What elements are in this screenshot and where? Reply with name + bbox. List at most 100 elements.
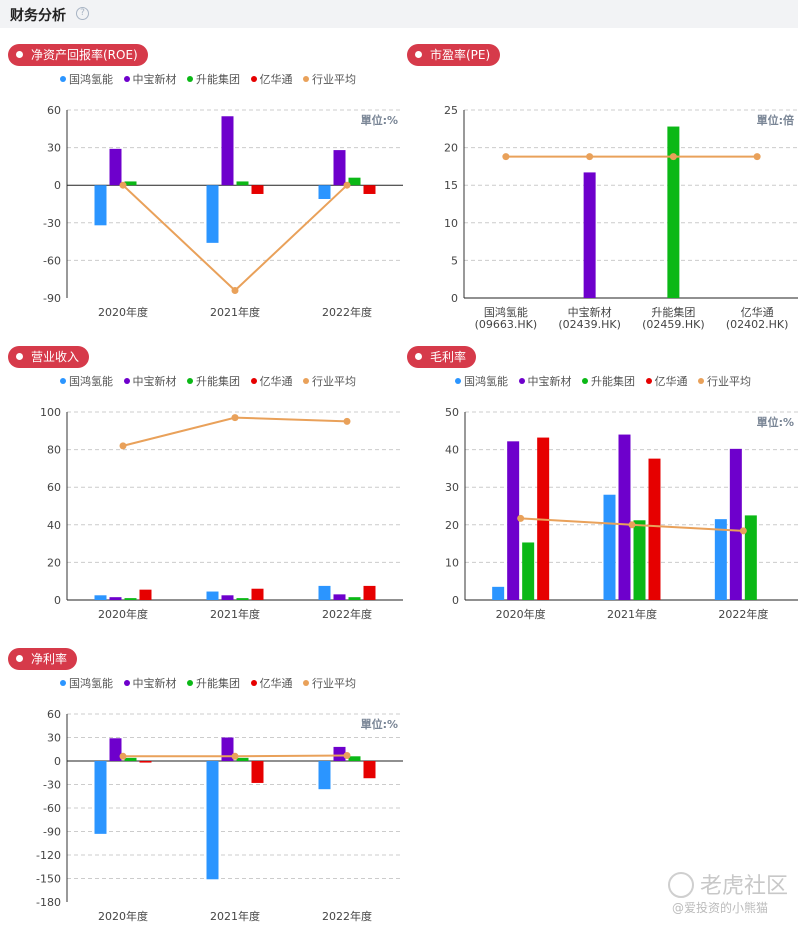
legend-item[interactable]: 国鸿氢能 [60, 373, 113, 389]
legend-dot-icon [582, 378, 588, 384]
x-tick-label: 2021年度 [607, 607, 657, 621]
net-margin-chart: 60 30 0 -30 -60 -90 -120 -150 -180 單位:% 2020年度 2021… [36, 708, 403, 923]
legend-item[interactable]: 升能集团 [187, 71, 240, 87]
legend-item[interactable]: 行业平均 [303, 373, 356, 389]
average-point [343, 181, 351, 189]
legend-item[interactable]: 升能集团 [187, 373, 240, 389]
bar-1 [94, 185, 107, 226]
unit-label: 單位:倍 [757, 113, 794, 127]
x-tick-label-line: 2022年度 [322, 909, 372, 923]
bullet-icon [415, 353, 422, 360]
y-tick-label: 0 [54, 594, 61, 607]
x-tick-label: 2022年度 [322, 909, 372, 923]
legend-item[interactable]: 国鸿氢能 [60, 675, 113, 691]
average-point [343, 752, 351, 760]
bar-3 [124, 181, 137, 186]
legend-item[interactable]: 国鸿氢能 [60, 71, 113, 87]
y-tick-label: 15 [444, 179, 458, 192]
legend-item[interactable]: 国鸿氢能 [455, 373, 508, 389]
y-tick-label: -180 [36, 896, 61, 909]
x-tick-label-line: 国鸿氢能 [484, 305, 528, 319]
x-tick-label-line: 2022年度 [322, 305, 372, 319]
legend-label: 国鸿氢能 [69, 677, 113, 690]
x-tick-label-line: (02402.HK) [726, 318, 789, 331]
bar-1 [492, 586, 505, 600]
legend-item[interactable]: 中宝新材 [123, 675, 177, 691]
legend-item[interactable]: 行业平均 [303, 71, 356, 87]
average-point [119, 181, 127, 189]
y-tick-label: 25 [444, 104, 458, 117]
bar-1 [206, 591, 219, 600]
x-tick-label: 2022年度 [718, 607, 768, 621]
average-point [231, 414, 239, 422]
bar-4 [251, 588, 264, 600]
bar-1 [206, 185, 219, 243]
x-tick-label-line: 2021年度 [210, 607, 260, 621]
legend-item[interactable]: 行业平均 [698, 373, 751, 389]
bar-2 [221, 595, 234, 600]
legend-item[interactable]: 亿华通 [250, 373, 293, 389]
legend-item[interactable]: 亿华通 [250, 71, 293, 87]
legend-label: 国鸿氢能 [69, 375, 113, 388]
average-point [343, 417, 351, 425]
average-point [739, 527, 747, 535]
watermark-brand: 老虎社区 [700, 874, 789, 899]
average-point [502, 153, 510, 161]
gross-margin-legend: 国鸿氢能 中宝新材 升能集团 亿华通 行业平均 [455, 373, 758, 389]
legend-item[interactable]: 升能集团 [582, 373, 635, 389]
average-point [119, 752, 127, 760]
bar-2 [729, 448, 742, 600]
x-tick-label: 2022年度 [322, 607, 372, 621]
gross-margin-title-pill[interactable]: 毛利率 [407, 346, 477, 368]
average-line [122, 416, 348, 447]
average-point [669, 153, 677, 161]
bar-3 [348, 177, 361, 186]
bar-3 [124, 757, 137, 761]
roe-title-pill[interactable]: 净资产回报率(ROE) [8, 44, 148, 66]
y-tick-label: 30 [445, 481, 459, 494]
legend-dot-icon [123, 680, 130, 686]
question-circle-icon[interactable]: ? [76, 7, 89, 20]
bullet-icon [16, 51, 23, 58]
x-tick-label-line: 亿华通 [741, 305, 774, 319]
bar-4 [251, 185, 264, 194]
legend-label: 升能集团 [196, 375, 240, 388]
average-point [231, 286, 239, 294]
y-tick-label: 60 [47, 708, 61, 721]
bar-2 [333, 150, 346, 186]
bar-2 [507, 441, 520, 600]
legend-item[interactable]: 行业平均 [303, 675, 356, 691]
bullet-icon [16, 353, 23, 360]
pe-title: 市盈率(PE) [430, 48, 491, 62]
y-tick-label: 20 [444, 142, 458, 155]
x-tick-label: 升能集团(02459.HK) [642, 305, 705, 331]
legend-item[interactable]: 中宝新材 [123, 373, 177, 389]
y-tick-label: 0 [54, 755, 61, 768]
legend-item[interactable]: 中宝新材 [518, 373, 572, 389]
section-title: 财务分析 [10, 8, 66, 24]
legend-item[interactable]: 亿华通 [645, 373, 688, 389]
bar-4 [139, 589, 152, 600]
net-margin-title: 净利率 [31, 652, 68, 666]
legend-label: 亿华通 [259, 677, 293, 690]
bar-4 [648, 458, 661, 600]
x-tick-label-line: 2021年度 [210, 305, 260, 319]
net-margin-title-pill[interactable]: 净利率 [8, 648, 78, 670]
gross-margin-chart-panel: 毛利率 国鸿氢能 中宝新材 升能集团 亿华通 行业平均 50 40 30 20 10 0 單… [399, 346, 798, 648]
legend-item[interactable]: 升能集团 [187, 675, 240, 691]
bar-2 [109, 597, 122, 600]
legend-item[interactable]: 亿华通 [250, 675, 293, 691]
revenue-legend: 国鸿氢能 中宝新材 升能集团 亿华通 行业平均 [60, 373, 363, 389]
x-tick-label-line: (02459.HK) [642, 318, 705, 331]
legend-item[interactable]: 中宝新材 [123, 71, 177, 87]
roe-legend: 国鸿氢能 中宝新材 升能集团 亿华通 行业平均 [60, 71, 363, 87]
x-tick-label: 2021年度 [210, 607, 260, 621]
legend-label: 亿华通 [259, 73, 293, 86]
pe-title-pill[interactable]: 市盈率(PE) [407, 44, 501, 66]
bar-3 [348, 597, 361, 600]
y-tick-label: 10 [445, 556, 459, 569]
x-tick-label: 2021年度 [210, 305, 260, 319]
y-tick-label: 40 [445, 444, 459, 457]
bullet-icon [16, 655, 23, 662]
revenue-title-pill[interactable]: 营业收入 [8, 346, 90, 368]
